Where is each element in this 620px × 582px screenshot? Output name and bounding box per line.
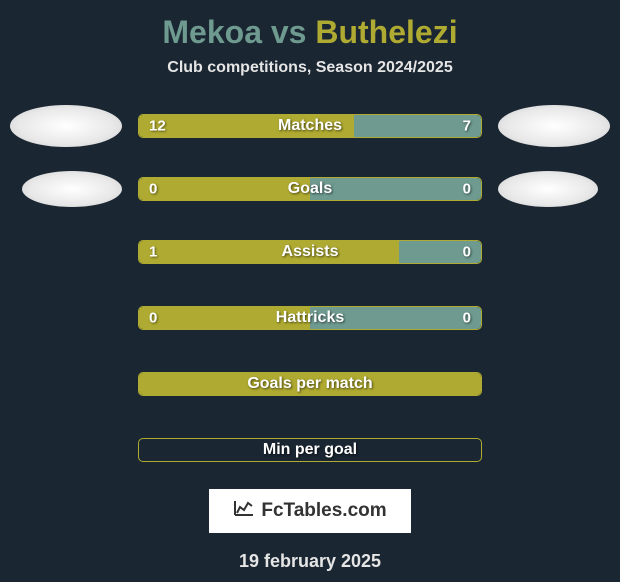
stat-label: Goals — [288, 180, 332, 198]
stats-rows: 12 7 Matches 0 0 Goals 1 0 Assists 0 0 Hattricks Goa… — [10, 105, 610, 495]
vs-text: vs — [271, 14, 307, 50]
stat-bar: 0 0 Hattricks — [138, 306, 482, 330]
logo-text: FcTables.com — [261, 500, 386, 522]
stat-row: 0 0 Goals — [10, 171, 610, 207]
stat-row: Goals per match — [10, 363, 610, 405]
stat-label: Goals per match — [247, 375, 372, 393]
player1-name: Mekoa — [162, 14, 262, 50]
stat-label: Hattricks — [276, 309, 344, 327]
stat-label: Assists — [282, 243, 339, 261]
chart-icon — [233, 499, 255, 523]
stat-label: Min per goal — [263, 441, 357, 459]
player2-avatar — [498, 171, 598, 207]
bar-right-fill — [310, 178, 481, 200]
stat-bar: 0 0 Goals — [138, 177, 482, 201]
bar-left-fill — [139, 241, 399, 263]
stat-value-left: 12 — [149, 118, 166, 135]
stat-value-right: 0 — [463, 181, 471, 198]
player2-name: Buthelezi — [315, 14, 457, 50]
subtitle: Club competitions, Season 2024/2025 — [167, 59, 452, 77]
stat-label: Matches — [278, 117, 342, 135]
stat-value-right: 0 — [463, 244, 471, 261]
stat-bar: Goals per match — [138, 372, 482, 396]
stat-value-right: 7 — [463, 118, 471, 135]
player2-avatar — [498, 105, 610, 147]
bar-left-fill — [139, 178, 310, 200]
logo-box[interactable]: FcTables.com — [209, 489, 410, 533]
stat-value-right: 0 — [463, 310, 471, 327]
player1-avatar — [22, 171, 122, 207]
stat-bar: Min per goal — [138, 438, 482, 462]
stat-value-left: 0 — [149, 310, 157, 327]
stat-bar: 12 7 Matches — [138, 114, 482, 138]
stat-bar: 1 0 Assists — [138, 240, 482, 264]
player1-avatar — [10, 105, 122, 147]
date-text: 19 february 2025 — [239, 551, 381, 572]
stat-row: 1 0 Assists — [10, 231, 610, 273]
page-title: Mekoa vs Buthelezi — [162, 14, 457, 51]
stat-row: 12 7 Matches — [10, 105, 610, 147]
stat-value-left: 0 — [149, 181, 157, 198]
comparison-card: Mekoa vs Buthelezi Club competitions, Se… — [0, 0, 620, 582]
stat-value-left: 1 — [149, 244, 157, 261]
stat-row: Min per goal — [10, 429, 610, 471]
stat-row: 0 0 Hattricks — [10, 297, 610, 339]
